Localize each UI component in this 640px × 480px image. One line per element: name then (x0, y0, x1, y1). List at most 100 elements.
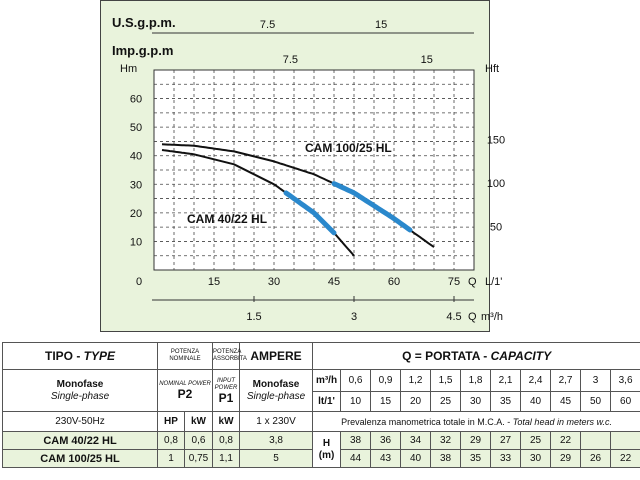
x-tick-label: 75 (448, 276, 460, 288)
series-label-cam-40: CAM 40/22 HL (187, 212, 267, 226)
lt-value: 60 (610, 391, 640, 412)
m3h-value: 1,2 (400, 369, 432, 392)
spec-table: TIPO - TYPE POTENZA NOMINALE POTENZA ASS… (2, 342, 640, 468)
head-cell: 25 (520, 431, 552, 450)
top-axis-1-tick-label: 7.5 (260, 19, 275, 31)
capacity-header: Q = PORTATA - CAPACITY (312, 342, 640, 370)
head-cell: 27 (490, 431, 522, 450)
monofase-text: Monofase (56, 378, 104, 390)
kw-cell: 0,6 (183, 431, 214, 450)
head-cell: 33 (490, 449, 522, 468)
ampere-single-phase-text: Single-phase (246, 390, 306, 402)
y-tick-label: 10 (130, 236, 142, 248)
capacity-title-text: Q = PORTATA - (402, 349, 491, 363)
m3h-value: 0,9 (370, 369, 402, 392)
head-cell: 32 (430, 431, 462, 450)
head-cell: 35 (460, 449, 492, 468)
ampere-header: AMPERE (239, 342, 314, 370)
x-tick-label: 30 (268, 276, 280, 288)
plot-area (153, 69, 475, 271)
y-tick-label: 30 (130, 179, 142, 191)
kw-cell: 0,75 (183, 449, 214, 468)
units-row: 230V-50Hz HP kW kW 1 x 230V Prevalenza m… (2, 411, 640, 432)
type-header: TIPO - TYPE (2, 342, 158, 370)
p1-value-cell: 1,1 (212, 449, 241, 468)
lt-value: 30 (460, 391, 492, 412)
potenza-nominale-text: POTENZA NOMINALE (169, 349, 201, 362)
m3h-value: 1,8 (460, 369, 492, 392)
m-label: (m) (318, 449, 335, 461)
head-cell: 34 (400, 431, 432, 450)
zero-label: 0 (136, 276, 142, 288)
lt-value: 45 (550, 391, 582, 412)
p1-cell: INPUT POWER P1 (212, 369, 241, 412)
frequency-cell: 230V-50Hz (2, 411, 158, 432)
capacity-en-text: CAPACITY (490, 349, 552, 363)
head-cell: 29 (460, 431, 492, 450)
head-note: Prevalenza manometrica totale in M.C.A. … (312, 411, 640, 432)
m3h-label: m³/h (312, 369, 342, 392)
head-cell: 30 (520, 449, 552, 468)
nominal-power-text: NOMINAL POWER (159, 381, 211, 387)
lt-label: lt/1' (312, 391, 342, 412)
head-cell: 36 (370, 431, 402, 450)
m3h-value: 2,1 (490, 369, 522, 392)
p1-value-cell: 0,8 (212, 431, 241, 450)
header-row: TIPO - TYPE POTENZA NOMINALE POTENZA ASS… (2, 342, 640, 370)
ampere-cell: 5 (239, 449, 314, 468)
bottom-axis-1-label: Q (468, 276, 477, 288)
p1-text: P1 (218, 390, 234, 405)
pump-performance-chart: U.S.g.p.m. Imp.g.p.m Hm Hft 0 Q L/1' Q m… (112, 15, 505, 323)
right-axis-unit: Hft (485, 63, 499, 75)
m3h-value: 0,6 (340, 369, 372, 392)
model-cell: CAM 100/25 HL (2, 449, 158, 468)
top-axis-1-label: U.S.g.p.m. (112, 15, 176, 30)
input-power-header: POTENZA ASSORBITA (212, 342, 247, 370)
operating-range-highlight-1 (331, 181, 413, 233)
head-note-it: Prevalenza manometrica totale in M.C.A. … (341, 416, 513, 427)
x2-tick-label: 1.5 (246, 311, 261, 323)
top-axis-2-tick-label: 7.5 (283, 54, 298, 66)
operating-range-highlight-0 (283, 190, 337, 236)
y2-tick-label: 100 (487, 178, 505, 190)
head-cell: 22 (610, 449, 640, 468)
hp-cell: 1 (157, 449, 185, 468)
p2-cell: NOMINAL POWER P2 (156, 369, 214, 412)
left-axis-unit: Hm (120, 63, 137, 75)
top-axis-2-label: Imp.g.p.m (112, 43, 173, 58)
lt-value: 25 (430, 391, 462, 412)
head-cell: 44 (340, 449, 372, 468)
hp-cell: 0,8 (157, 431, 185, 450)
x2-tick-label: 4.5 (446, 311, 461, 323)
m3h-value: 1,5 (430, 369, 462, 392)
voltage-cell: 1 x 230V (239, 411, 314, 432)
ampere-phase-cell: Monofase Single-phase (239, 369, 314, 412)
head-cell: 26 (580, 449, 612, 468)
y-tick-label: 60 (130, 94, 142, 106)
type-text: TYPE (83, 349, 115, 363)
head-cell: 43 (370, 449, 402, 468)
lt-value: 50 (580, 391, 612, 412)
kw2-header: kW (212, 411, 241, 432)
bottom-axis-2-unit: m³/h (481, 311, 503, 323)
hp-header: HP (157, 411, 185, 432)
lt-value: 10 (340, 391, 372, 412)
head-cell (610, 431, 640, 450)
m3h-value: 3,6 (610, 369, 640, 392)
bottom-axis-2-label: Q (468, 311, 477, 323)
bottom-axis-1-unit: L/1' (485, 276, 502, 288)
h-label: H (322, 437, 331, 449)
head-cell (580, 431, 612, 450)
m3h-value: 2,7 (550, 369, 582, 392)
table-row: CAM 40/22 HL 0,8 0,6 0,8 3,8 H (m) 38 36 … (2, 431, 640, 468)
m3h-value: 2,4 (520, 369, 552, 392)
head-cell: 38 (340, 431, 372, 450)
m3h-value: 3 (580, 369, 612, 392)
h-label-cell: H (m) (312, 431, 342, 468)
single-phase-text: Single-phase (50, 390, 110, 402)
x2-tick-label: 3 (351, 311, 357, 323)
tipo-text: TIPO - (44, 349, 84, 363)
ampere-cell: 3,8 (239, 431, 314, 450)
model-cell: CAM 40/22 HL (2, 431, 158, 450)
head-cell: 22 (550, 431, 582, 450)
